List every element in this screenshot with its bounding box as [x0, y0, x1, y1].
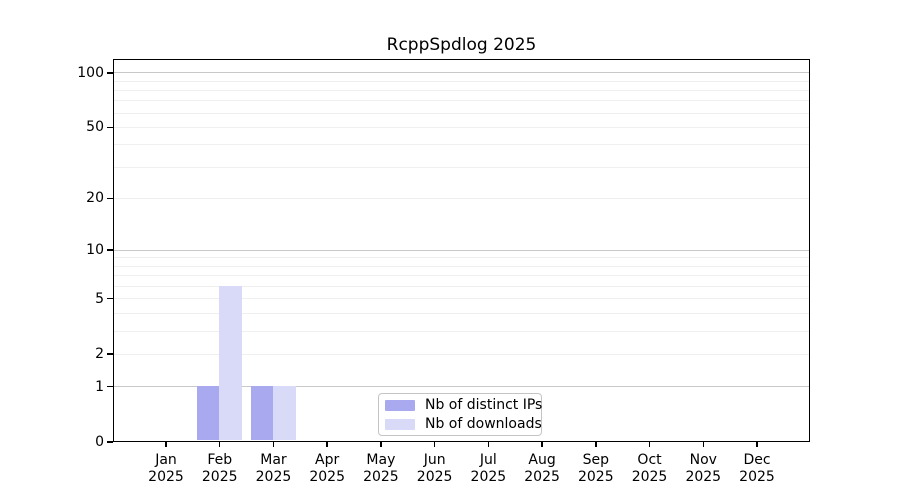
x-tick-month: May	[366, 452, 396, 468]
x-tick-month: Jul	[479, 452, 497, 468]
x-tick-label: Oct 2025	[622, 452, 678, 486]
x-tick-label: Mar 2025	[245, 452, 301, 486]
x-tick-label: May 2025	[353, 452, 409, 486]
x-tick-label: Jun 2025	[407, 452, 463, 486]
y-axis-tick	[107, 197, 113, 200]
y-axis-tick	[107, 72, 113, 74]
x-tick-month: Nov	[689, 452, 717, 468]
x-tick-label: Apr 2025	[299, 452, 355, 486]
y-axis-tick	[107, 353, 113, 355]
y-axis-tick	[107, 126, 113, 129]
major-gridline	[114, 249, 809, 251]
minor-gridline	[114, 197, 809, 199]
plot-area	[113, 59, 810, 442]
legend-label-distinct-ips: Nb of distinct IPs	[425, 397, 543, 413]
x-axis-tick	[756, 442, 758, 447]
x-tick-year: 2025	[470, 469, 507, 485]
x-axis-tick	[218, 442, 221, 447]
minor-gridline	[114, 275, 809, 277]
major-gridline	[114, 386, 809, 388]
minor-gridline	[114, 166, 809, 168]
y-tick-label: 2	[95, 346, 104, 363]
minor-gridline	[114, 89, 809, 91]
x-tick-month: Sep	[582, 452, 609, 468]
legend-label-downloads: Nb of downloads	[425, 416, 542, 432]
y-axis-tick	[107, 297, 113, 300]
x-tick-label: Sep 2025	[568, 452, 624, 486]
x-axis-tick	[165, 442, 167, 447]
x-tick-year: 2025	[524, 469, 560, 485]
minor-gridline	[114, 353, 809, 355]
x-tick-year: 2025	[201, 469, 238, 485]
x-tick-month: Aug	[528, 452, 556, 468]
x-axis-tick	[380, 442, 382, 447]
x-axis-tick	[272, 442, 275, 447]
bar-distinct-ips	[197, 386, 220, 440]
x-tick-year: 2025	[416, 469, 453, 485]
x-tick-month: Dec	[743, 452, 771, 468]
bar-distinct-ips	[250, 386, 273, 440]
x-tick-month: Feb	[207, 452, 233, 468]
x-tick-year: 2025	[739, 469, 775, 485]
legend-swatch-distinct-ips	[385, 399, 415, 411]
x-axis-tick	[326, 442, 328, 447]
x-axis-tick	[541, 442, 543, 447]
y-tick-label: 1	[95, 378, 104, 395]
y-axis-tick	[107, 249, 113, 251]
x-axis-tick	[595, 442, 597, 447]
x-tick-label: Jul 2025	[460, 452, 516, 486]
minor-gridline	[114, 330, 809, 332]
x-tick-month: Jun	[423, 452, 446, 468]
y-tick-label: 0	[95, 434, 104, 450]
minor-gridline	[114, 257, 809, 259]
x-tick-month: Mar	[260, 452, 287, 468]
legend: Nb of distinct IPs Nb of downloads	[378, 393, 542, 436]
x-tick-month: Oct	[637, 452, 662, 468]
x-tick-label: Aug 2025	[514, 452, 570, 486]
x-axis-tick	[433, 442, 436, 447]
bar-downloads	[272, 386, 296, 440]
x-tick-year: 2025	[148, 469, 184, 485]
x-tick-year: 2025	[309, 469, 345, 485]
x-tick-label: Jan 2025	[138, 452, 194, 486]
y-axis-tick	[107, 441, 113, 443]
minor-gridline	[114, 285, 809, 287]
minor-gridline	[114, 112, 809, 114]
minor-gridline	[114, 80, 809, 82]
x-tick-label: Feb 2025	[192, 452, 248, 486]
bar-downloads	[219, 285, 243, 440]
y-axis-tick	[107, 385, 113, 388]
x-tick-year: 2025	[577, 469, 614, 485]
y-tick-label: 5	[95, 290, 104, 307]
x-tick-label: Nov 2025	[675, 452, 731, 486]
x-tick-month: Jan	[155, 452, 177, 468]
x-axis-tick	[487, 442, 490, 447]
legend-item-distinct-ips: Nb of distinct IPs	[385, 397, 543, 413]
x-axis-tick	[648, 442, 651, 447]
minor-gridline	[114, 298, 809, 300]
minor-gridline	[114, 265, 809, 267]
major-gridline	[114, 72, 809, 74]
x-tick-month: Apr	[315, 452, 340, 468]
minor-gridline	[114, 144, 809, 146]
minor-gridline	[114, 312, 809, 314]
x-tick-year: 2025	[631, 469, 668, 485]
y-tick-label: 100	[77, 64, 104, 81]
chart-title: RcppSpdlog 2025	[386, 35, 537, 55]
y-tick-label: 50	[86, 119, 104, 136]
x-tick-year: 2025	[255, 469, 292, 485]
y-tick-label: 20	[86, 190, 104, 207]
legend-swatch-downloads	[385, 418, 415, 430]
x-tick-label: Dec 2025	[729, 452, 785, 486]
x-tick-year: 2025	[363, 469, 399, 485]
legend-item-downloads: Nb of downloads	[385, 416, 542, 432]
x-axis-tick	[702, 442, 705, 447]
minor-gridline	[114, 100, 809, 102]
minor-gridline	[114, 126, 809, 128]
x-tick-year: 2025	[685, 469, 722, 485]
y-tick-label: 10	[86, 242, 104, 259]
